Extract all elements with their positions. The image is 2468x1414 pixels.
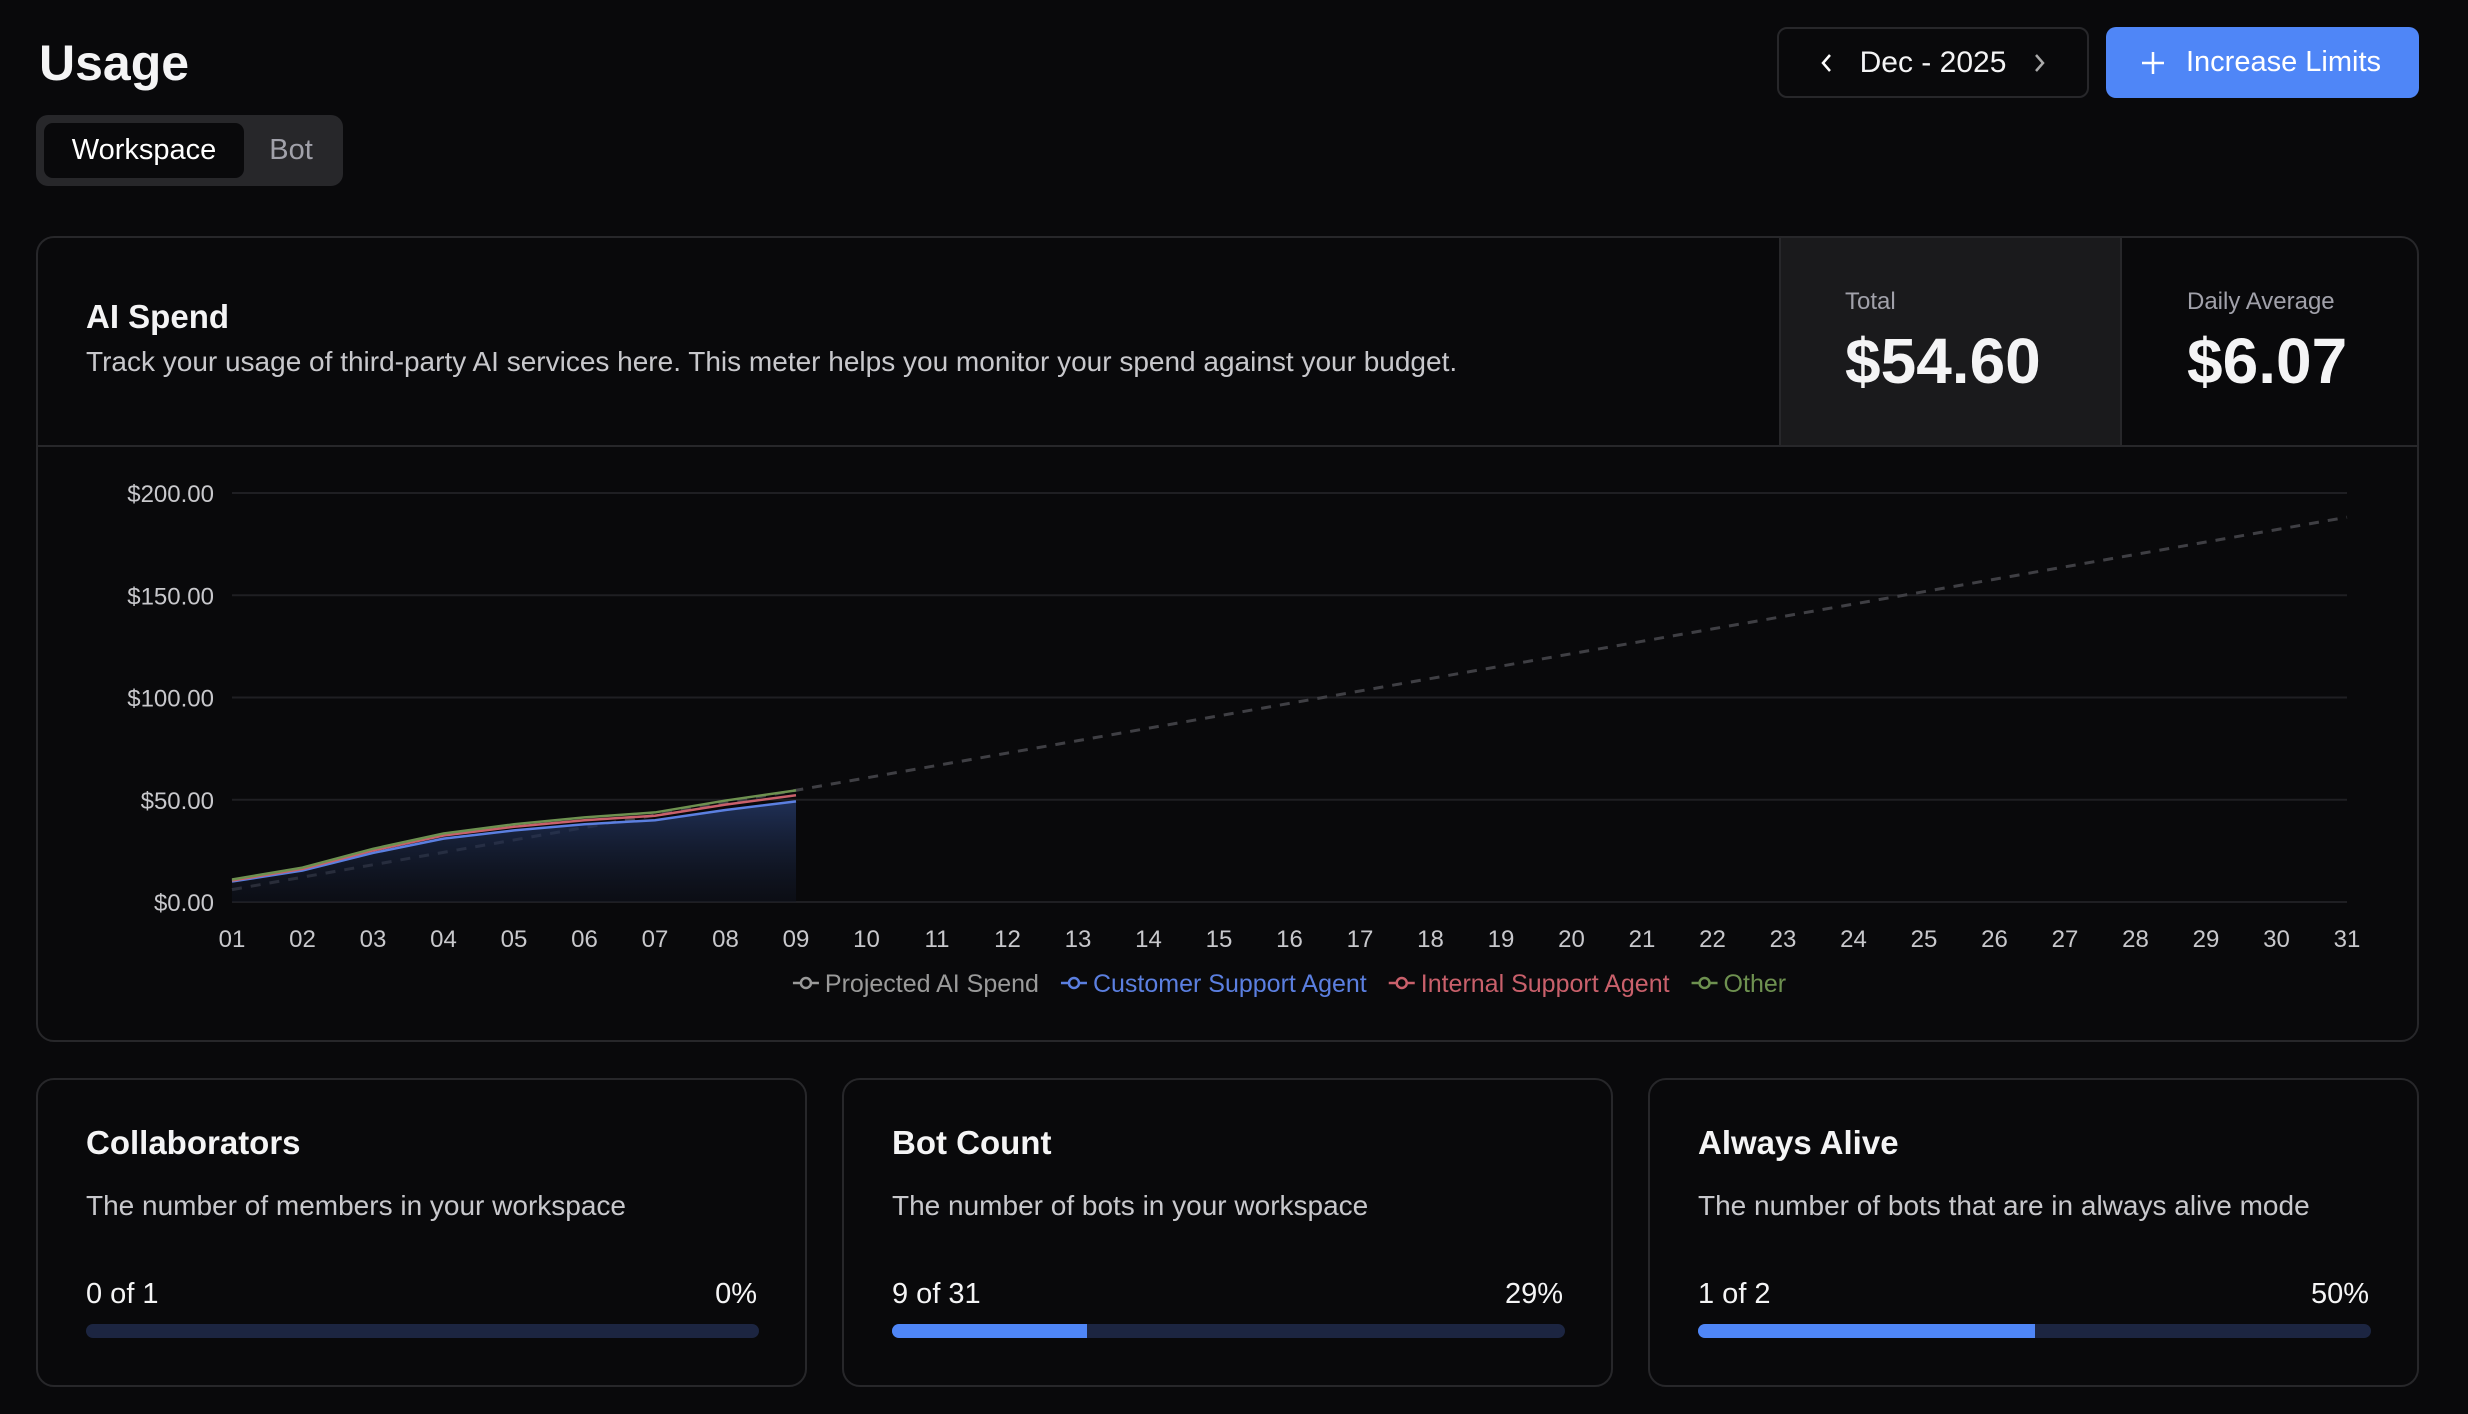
x-tick-label: 18 <box>1417 926 1444 953</box>
tab[interactable]: Bot <box>269 134 313 166</box>
legend: Projected AI Spend Customer Support Agent… <box>792 970 1787 998</box>
usage-percent: 0% <box>715 1278 757 1310</box>
usage-card: Bot Count The number of bots in your work… <box>842 1078 1613 1387</box>
month: Dec - 2025 <box>1859 46 2007 79</box>
chart: $0.00 $50.00 $100.00 $150.00 $200.00 01 02 03 04… <box>127 481 2361 998</box>
usage-percent: 50% <box>2310 1278 2369 1310</box>
series-line <box>231 789 797 881</box>
legend-marker <box>1698 976 1711 990</box>
usage-count: 9 of 31 <box>892 1278 981 1310</box>
card-title: AI Spend <box>86 298 230 335</box>
button-label: Increase Limits <box>2186 46 2382 78</box>
increase-limits-button[interactable]: Increase Limits <box>2106 27 2419 98</box>
progress-bar <box>1698 1324 2035 1338</box>
card-description: The number of members in your workspace <box>86 1190 626 1221</box>
progress-track <box>86 1324 759 1338</box>
next-month[interactable] <box>2027 51 2051 75</box>
progress-track <box>1698 1324 2371 1338</box>
x-tick-label: 16 <box>1276 926 1303 953</box>
x-tick-label: 26 <box>1981 926 2008 953</box>
progress-track <box>892 1324 1565 1338</box>
x-tick-label: 10 <box>853 926 880 953</box>
x-tick-label: 08 <box>712 926 739 953</box>
ai-spend-card: AI Spend Track your usage of third-party… <box>36 236 2419 1042</box>
x-tick-label: 25 <box>1911 926 1938 953</box>
x-tick-label: 12 <box>994 926 1021 953</box>
x-tick-label: 29 <box>2193 926 2220 953</box>
projection-line <box>231 515 2348 892</box>
x-tick-label: 15 <box>1206 926 1233 953</box>
x-tick-label: 07 <box>642 926 669 953</box>
x-tick-label: 14 <box>1135 926 1162 953</box>
y-tick-label: $100.00 <box>127 686 214 713</box>
x-tick-label: 20 <box>1558 926 1585 953</box>
x-tick-label: 01 <box>219 926 246 953</box>
y-tick-label: $50.00 <box>141 788 214 815</box>
legend-label: Customer Support Agent <box>1093 970 1367 998</box>
y-tick-label: $150.00 <box>127 583 214 610</box>
tab-bar: Workspace Bot <box>36 115 343 186</box>
x-tick-label: 22 <box>1699 926 1726 953</box>
stat-value: $6.07 <box>2187 325 2348 397</box>
area <box>232 801 796 902</box>
x-tick-label: 13 <box>1065 926 1092 953</box>
x-tick-label: 06 <box>571 926 598 953</box>
x-tick-label: 28 <box>2122 926 2149 953</box>
x-tick-label: 17 <box>1347 926 1374 953</box>
card-description: The number of bots in your workspace <box>892 1190 1369 1221</box>
legend-marker <box>1395 976 1408 990</box>
prev-month[interactable] <box>1815 51 1839 75</box>
x-tick-label: 21 <box>1629 926 1656 953</box>
legend-label: Internal Support Agent <box>1421 970 1670 998</box>
card-description: Track your usage of third-party AI servi… <box>86 346 1458 377</box>
x-tick-label: 09 <box>783 926 810 953</box>
x-tick-label: 27 <box>2052 926 2079 953</box>
x-tick-label: 04 <box>430 926 457 953</box>
series-line <box>231 800 797 883</box>
y-tick-label: $0.00 <box>154 890 214 917</box>
stat-label: Total <box>1845 288 1896 315</box>
usage-count: 1 of 2 <box>1698 1278 1771 1310</box>
card-title: Bot Count <box>892 1124 1052 1161</box>
card-title: Collaborators <box>86 1124 301 1161</box>
x-tick-label: 02 <box>289 926 316 953</box>
card-title: Always Alive <box>1698 1124 1899 1161</box>
x-tick-label: 23 <box>1770 926 1797 953</box>
progress-bar <box>892 1324 1088 1338</box>
x-tick-label: 31 <box>2334 926 2361 953</box>
card-description: The number of bots that are in always al… <box>1698 1190 2310 1221</box>
usage-card: Always Alive The number of bots that are … <box>1648 1078 2419 1387</box>
month-picker: Dec - 2025 <box>1777 27 2089 98</box>
x-tick-label: 24 <box>1840 926 1867 953</box>
plus-icon <box>2142 52 2164 74</box>
x-tick-label: 30 <box>2263 926 2290 953</box>
legend-marker <box>799 976 813 990</box>
x-tick-label: 05 <box>501 926 528 953</box>
legend-marker <box>1067 976 1081 990</box>
page-title: Usage <box>39 35 190 91</box>
stat-label: Daily Average <box>2187 288 2335 315</box>
series-line <box>231 794 797 882</box>
usage-count: 0 of 1 <box>86 1278 159 1310</box>
x-tick-label: 11 <box>925 926 950 953</box>
x-tick-label: 19 <box>1488 926 1515 953</box>
usage-percent: 29% <box>1504 1278 1563 1310</box>
divider <box>38 445 2417 447</box>
legend-label: Other <box>1724 970 1787 998</box>
tab[interactable]: Workspace <box>44 123 244 178</box>
stat-value: $54.60 <box>1845 325 2041 397</box>
total-panel: Total $54.60 <box>1779 238 2122 445</box>
y-tick-label: $200.00 <box>127 481 214 508</box>
usage-card: Collaborators The number of members in yo… <box>36 1078 807 1387</box>
legend-label: Projected AI Spend <box>825 970 1039 998</box>
x-tick-label: 03 <box>360 926 387 953</box>
